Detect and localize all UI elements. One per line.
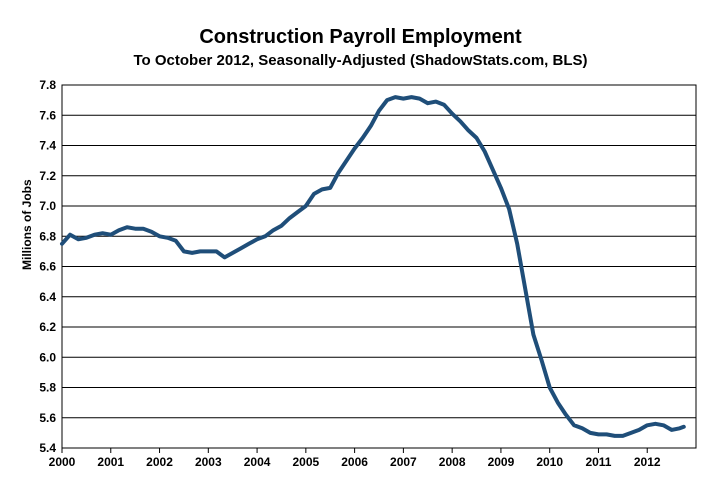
y-tick-label: 6.0 xyxy=(39,350,56,364)
y-tick-label: 5.4 xyxy=(39,441,56,455)
y-tick-label: 7.8 xyxy=(39,78,56,92)
chart-title: Construction Payroll Employment xyxy=(199,26,522,48)
y-tick-label: 6.6 xyxy=(39,260,56,274)
x-tick-label: 2004 xyxy=(244,455,271,469)
plot-frame xyxy=(61,84,697,449)
x-tick-label: 2011 xyxy=(585,455,611,469)
y-tick-label: 6.4 xyxy=(39,290,56,304)
x-tick-label: 2000 xyxy=(49,455,76,469)
y-tick-label: 6.2 xyxy=(39,320,56,334)
y-tick-label: 5.6 xyxy=(39,411,56,425)
series-line xyxy=(60,95,686,438)
x-axis-ticks: 2000 2001 2002 2003 2004 2005 2006 2007 2008 2009… xyxy=(49,448,661,469)
x-tick-label: 2005 xyxy=(292,455,319,469)
x-tick-label: 2001 xyxy=(97,455,124,469)
y-tick-label: 7.0 xyxy=(39,199,56,213)
grid-lines xyxy=(62,84,696,449)
x-tick-label: 2007 xyxy=(390,455,417,469)
x-tick-label: 2003 xyxy=(195,455,222,469)
x-tick-label: 2012 xyxy=(634,455,661,469)
y-tick-label: 7.4 xyxy=(39,139,56,153)
x-tick-label: 2006 xyxy=(341,455,368,469)
x-tick-label: 2008 xyxy=(439,455,466,469)
chart-subtitle: To October 2012, Seasonally-Adjusted (Sh… xyxy=(133,52,588,69)
y-tick-label: 7.6 xyxy=(39,108,56,122)
y-tick-label: 7.2 xyxy=(39,169,56,183)
x-tick-label: 2002 xyxy=(146,455,173,469)
x-tick-label: 2009 xyxy=(488,455,515,469)
x-tick-label: 2010 xyxy=(536,455,563,469)
y-tick-label: 6.8 xyxy=(39,229,56,243)
y-tick-label: 5.8 xyxy=(39,381,56,395)
y-axis-ticks: 5.4 5.6 5.8 6.0 6.2 6.4 6.6 6.8 7.0 7.2 7.4 7.6 7.8 xyxy=(39,78,56,455)
